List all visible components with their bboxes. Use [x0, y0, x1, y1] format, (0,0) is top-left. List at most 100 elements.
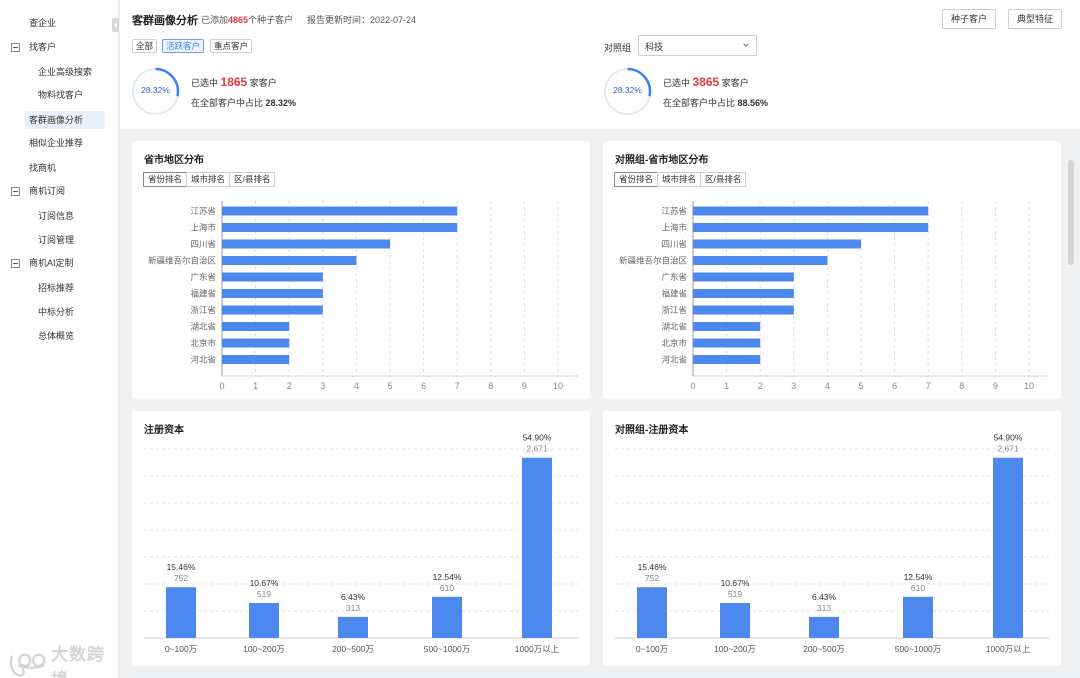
scrollbar[interactable]: [1068, 160, 1074, 265]
category-label: 湖北省: [661, 322, 687, 332]
sidebar-item-label: 物料找客户: [38, 90, 84, 100]
tab-city-rank[interactable]: 城市排名: [657, 172, 702, 187]
bar: [222, 206, 458, 216]
sidebar-item-bid-recommend[interactable]: 招标推荐: [38, 279, 74, 297]
sidebar-item-win-analysis[interactable]: 中标分析: [38, 303, 74, 321]
sidebar-item-search-company[interactable]: 查企业: [29, 14, 56, 32]
tab-province-rank[interactable]: 省份排名: [614, 172, 659, 187]
segment-active-customer[interactable]: 活跃客户: [162, 39, 205, 53]
header-panel: 客群画像分析 已添加4865个种子客户 报告更新时间：2022-07-24 种子…: [120, 0, 1080, 129]
compare-region-bar-chart: 0 1 2 3 4 5 6 7 8 9 10 江苏省上海市四川省新疆维吾尔自治区广东省福建省浙江省湖北…: [619, 201, 1049, 391]
bar: [693, 338, 761, 348]
bar: [693, 206, 929, 216]
sidebar-item-subscription[interactable]: 商机订阅: [29, 182, 65, 200]
selected-suffix: 家客户: [249, 78, 277, 88]
x-tick-label: 1: [724, 381, 729, 391]
sidebar-item-label: 中标分析: [38, 307, 75, 317]
brand-logo: 大数跨境: [8, 640, 118, 678]
segment-all[interactable]: 全部: [132, 39, 158, 53]
bar: [693, 272, 794, 282]
category-label: 四川省: [661, 239, 687, 249]
percent-label: 15.46%: [638, 562, 667, 572]
x-tick-label: 5: [858, 381, 863, 391]
seed-suffix: 个种子客户: [248, 15, 294, 25]
sidebar-item-find-customer[interactable]: 找客户: [29, 38, 56, 56]
seed-customer-button[interactable]: 种子客户: [942, 9, 996, 29]
x-tick-label: 4: [825, 381, 830, 391]
selected-suffix: 家客户: [721, 78, 749, 88]
sidebar-item-customer-profile[interactable]: 客群画像分析: [25, 111, 105, 129]
percent-label: 15.46%: [167, 562, 196, 572]
category-label: 浙江省: [661, 305, 687, 315]
sidebar-item-similar-company[interactable]: 相似企业推荐: [29, 134, 83, 152]
compare-group-label: 对照组: [604, 43, 632, 53]
sidebar-item-ai-custom[interactable]: 商机AI定制: [29, 254, 74, 272]
category-label: 浙江省: [190, 305, 216, 315]
sidebar-item-label: 企业高级搜索: [38, 67, 93, 77]
card-title: 对照组-省市地区分布: [615, 155, 709, 166]
x-tick-label: 10: [553, 381, 563, 391]
collapse-icon[interactable]: [11, 43, 20, 52]
tab-city-rank[interactable]: 城市排名: [186, 172, 231, 187]
category-label: 0~100万: [165, 644, 197, 654]
x-tick-label: 7: [455, 381, 460, 391]
bar: [338, 616, 368, 638]
percent-label: 10.67%: [721, 578, 750, 588]
x-tick-label: 6: [421, 381, 426, 391]
tab-district-rank[interactable]: 区/县排名: [229, 172, 276, 187]
compare-group-select[interactable]: 科技: [638, 35, 757, 56]
value-label: 610: [440, 583, 454, 593]
category-label: 100~200万: [243, 644, 285, 654]
x-tick-label: 2: [758, 381, 763, 391]
sidebar-item-advanced-search[interactable]: 企业高级搜索: [38, 63, 92, 81]
sidebar-item-label: 订阅信息: [38, 211, 75, 221]
collapse-icon[interactable]: [11, 259, 20, 268]
category-label: 河北省: [190, 355, 216, 365]
card-title: 对照组-注册资本: [615, 425, 689, 436]
registered-capital-card: 752 15.46% 0~100万 519 10.67% 100~200万 313 6.43%…: [132, 411, 590, 666]
sidebar-item-subscription-manage[interactable]: 订阅管理: [38, 231, 74, 249]
category-label: 江苏省: [661, 206, 687, 216]
bar: [809, 616, 839, 638]
sidebar-item-material-search[interactable]: 物料找客户: [38, 86, 83, 104]
selected-number: 3865: [692, 75, 720, 89]
x-tick-label: 4: [354, 381, 359, 391]
value-label: 2,671: [997, 444, 1019, 454]
bar: [222, 322, 290, 331]
sidebar-collapse-handle[interactable]: [112, 18, 119, 32]
category-label: 四川省: [190, 239, 216, 249]
bar: [693, 322, 761, 331]
sidebar-item-label: 订阅管理: [38, 235, 75, 245]
seed-prefix: 已添加: [201, 15, 229, 25]
sidebar-item-label: 客群画像分析: [29, 115, 84, 125]
sidebar-item-overview[interactable]: 总体概览: [38, 327, 74, 345]
sidebar-item-subscription-info[interactable]: 订阅信息: [38, 207, 74, 225]
ring-percent-right: 28.32%: [613, 85, 642, 95]
x-tick-label: 0: [219, 381, 224, 391]
category-label: 江苏省: [190, 206, 216, 216]
x-tick-label: 6: [892, 381, 897, 391]
ranking-tabs: 省份排名 城市排名 区/县排名: [614, 172, 747, 187]
progress-ring-left: [131, 67, 180, 116]
bar: [222, 338, 290, 348]
sidebar-item-find-opportunity[interactable]: 找商机: [29, 159, 56, 177]
share-ratio-left: 在全部客户中占比 28.32%: [191, 96, 296, 109]
collapse-icon[interactable]: [11, 187, 20, 196]
percent-label: 54.90%: [523, 433, 552, 443]
category-label: 上海市: [661, 223, 687, 233]
sidebar: 查企业 找客户 企业高级搜索 物料找客户 客群画像分析 相似企业推荐 找商机 商…: [0, 0, 119, 678]
category-label: 广东省: [661, 272, 687, 282]
category-label: 200~500万: [332, 644, 374, 654]
typical-feature-button[interactable]: 典型特征: [1008, 9, 1062, 29]
bar: [166, 587, 196, 638]
tab-district-rank[interactable]: 区/县排名: [700, 172, 747, 187]
category-label: 100~200万: [714, 644, 756, 654]
percent-label: 6.43%: [341, 592, 366, 602]
bar: [222, 289, 323, 298]
seed-summary: 已添加4865个种子客户: [201, 13, 293, 26]
bar: [222, 305, 323, 315]
tab-province-rank[interactable]: 省份排名: [143, 172, 188, 187]
bar: [693, 223, 929, 232]
segment-key-customer[interactable]: 重点客户: [210, 39, 253, 53]
